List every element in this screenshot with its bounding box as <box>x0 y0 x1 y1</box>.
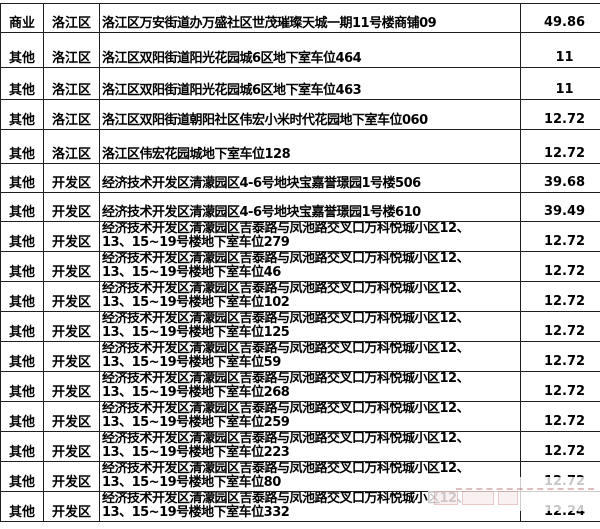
cell-district[interactable]: 洛江区 <box>43 32 100 68</box>
cell-address[interactable]: 经济技术开发区清濛园区吉泰路与凤池路交叉口万科悦城小区12、 13、15~19号… <box>99 401 521 432</box>
cell-category[interactable]: 其他 <box>0 221 44 252</box>
cell-area[interactable]: 12.72 <box>520 431 600 462</box>
cell-category[interactable]: 其他 <box>0 192 44 222</box>
cell-address[interactable]: 经济技术开发区清濛园区4-6号地块宝嘉誉璟园1号楼610 <box>99 192 521 222</box>
cell-district[interactable]: 洛江区 <box>43 3 100 33</box>
table-row: 其他 开发区 经济技术开发区清濛园区4-6号地块宝嘉誉璟园1号楼506 39.68 <box>0 163 600 193</box>
cell-area[interactable]: 11 <box>520 32 600 68</box>
cell-address[interactable]: 经济技术开发区清濛园区吉泰路与凤池路交叉口万科悦城小区12、 13、15~19号… <box>99 491 521 522</box>
cell-address[interactable]: 洛江区双阳街道朝阳社区伟宏小米时代花园地下室车位060 <box>99 99 521 130</box>
cell-address[interactable]: 经济技术开发区清濛园区吉泰路与凤池路交叉口万科悦城小区12、 13、15~19号… <box>99 371 521 402</box>
cell-district[interactable]: 开发区 <box>43 371 100 402</box>
cell-category[interactable]: 其他 <box>0 99 44 130</box>
cell-category[interactable]: 其他 <box>0 401 44 432</box>
cell-area[interactable]: 12.72 <box>520 461 600 492</box>
table-row: 其他 开发区 经济技术开发区清濛园区吉泰路与凤池路交叉口万科悦城小区12、 13、1… <box>0 461 600 492</box>
cell-district[interactable]: 洛江区 <box>43 99 100 130</box>
cell-address[interactable]: 经济技术开发区清濛园区吉泰路与凤池路交叉口万科悦城小区12、 13、15~19号… <box>99 341 521 372</box>
cell-district[interactable]: 开发区 <box>43 311 100 342</box>
cell-category[interactable]: 商业 <box>0 3 44 33</box>
table-row: 其他 开发区 经济技术开发区清濛园区吉泰路与凤池路交叉口万科悦城小区12、 13、1… <box>0 341 600 372</box>
cell-district[interactable]: 开发区 <box>43 401 100 432</box>
cell-address[interactable]: 经济技术开发区清濛园区4-6号地块宝嘉誉璟园1号楼506 <box>99 163 521 193</box>
table-row: 其他 开发区 经济技术开发区清濛园区吉泰路与凤池路交叉口万科悦城小区12、 13、1… <box>0 311 600 342</box>
cell-category[interactable]: 其他 <box>0 67 44 100</box>
cell-district[interactable]: 开发区 <box>43 461 100 492</box>
cell-area[interactable]: 12.72 <box>520 129 600 164</box>
property-table-body: 商业 洛江区 洛江区万安街道办万盛社区世茂璀璨天城一期11号楼商铺09 49.86 其他… <box>0 3 600 522</box>
table-row: 其他 开发区 经济技术开发区清濛园区吉泰路与凤池路交叉口万科悦城小区12、 13、1… <box>0 401 600 432</box>
cell-area[interactable]: 11 <box>520 67 600 100</box>
table-row: 其他 开发区 经济技术开发区清濛园区吉泰路与凤池路交叉口万科悦城小区12、 13、1… <box>0 371 600 402</box>
table-row: 其他 开发区 经济技术开发区清濛园区4-6号地块宝嘉誉璟园1号楼610 39.49 <box>0 192 600 222</box>
cell-area[interactable]: 12.24 <box>520 491 600 522</box>
cell-district[interactable]: 开发区 <box>43 491 100 522</box>
cell-area[interactable]: 12.72 <box>520 401 600 432</box>
table-row: 其他 洛江区 洛江区双阳街道阳光花园城6区地下室车位464 11 <box>0 32 600 68</box>
cell-area[interactable]: 12.72 <box>520 251 600 282</box>
cell-district[interactable]: 开发区 <box>43 192 100 222</box>
cell-district[interactable]: 开发区 <box>43 251 100 282</box>
cell-area[interactable]: 12.72 <box>520 281 600 312</box>
cell-category[interactable]: 其他 <box>0 431 44 462</box>
cell-area[interactable]: 49.86 <box>520 3 600 33</box>
cell-district[interactable]: 开发区 <box>43 163 100 193</box>
cell-district[interactable]: 开发区 <box>43 341 100 372</box>
cell-area[interactable]: 12.72 <box>520 371 600 402</box>
cell-area[interactable]: 12.72 <box>520 221 600 252</box>
cell-area[interactable]: 39.49 <box>520 192 600 222</box>
cell-area[interactable]: 12.72 <box>520 341 600 372</box>
cell-district[interactable]: 开发区 <box>43 431 100 462</box>
cell-category[interactable]: 其他 <box>0 32 44 68</box>
cell-district[interactable]: 开发区 <box>43 221 100 252</box>
cell-address[interactable]: 洛江区万安街道办万盛社区世茂璀璨天城一期11号楼商铺09 <box>99 3 521 33</box>
cell-address[interactable]: 洛江区伟宏花园城地下室车位128 <box>99 129 521 164</box>
cell-category[interactable]: 其他 <box>0 251 44 282</box>
cell-address[interactable]: 经济技术开发区清濛园区吉泰路与凤池路交叉口万科悦城小区12、 13、15~19号… <box>99 311 521 342</box>
cell-category[interactable]: 其他 <box>0 129 44 164</box>
cell-address[interactable]: 经济技术开发区清濛园区吉泰路与凤池路交叉口万科悦城小区12、 13、15~19号… <box>99 221 521 252</box>
cell-district[interactable]: 洛江区 <box>43 67 100 100</box>
cell-category[interactable]: 其他 <box>0 163 44 193</box>
cell-address[interactable]: 经济技术开发区清濛园区吉泰路与凤池路交叉口万科悦城小区12、 13、15~19号… <box>99 461 521 492</box>
cell-address[interactable]: 经济技术开发区清濛园区吉泰路与凤池路交叉口万科悦城小区12、 13、15~19号… <box>99 251 521 282</box>
table-row: 其他 开发区 经济技术开发区清濛园区吉泰路与凤池路交叉口万科悦城小区12、 13、1… <box>0 221 600 252</box>
cell-category[interactable]: 其他 <box>0 461 44 492</box>
cell-category[interactable]: 其他 <box>0 371 44 402</box>
cell-district[interactable]: 洛江区 <box>43 129 100 164</box>
property-table: 商业 洛江区 洛江区万安街道办万盛社区世茂璀璨天城一期11号楼商铺09 49.86 其他… <box>0 3 600 522</box>
cell-address[interactable]: 经济技术开发区清濛园区吉泰路与凤池路交叉口万科悦城小区12、 13、15~19号… <box>99 431 521 462</box>
table-row: 其他 开发区 经济技术开发区清濛园区吉泰路与凤池路交叉口万科悦城小区12、 13、1… <box>0 431 600 462</box>
cell-category[interactable]: 其他 <box>0 341 44 372</box>
cell-category[interactable]: 其他 <box>0 311 44 342</box>
table-row: 其他 开发区 经济技术开发区清濛园区吉泰路与凤池路交叉口万科悦城小区12、 13、1… <box>0 251 600 282</box>
table-row: 其他 开发区 经济技术开发区清濛园区吉泰路与凤池路交叉口万科悦城小区12、 13、1… <box>0 281 600 312</box>
table-row: 其他 洛江区 洛江区双阳街道阳光花园城6区地下室车位463 11 <box>0 67 600 100</box>
table-row: 商业 洛江区 洛江区万安街道办万盛社区世茂璀璨天城一期11号楼商铺09 49.86 <box>0 3 600 33</box>
cell-address[interactable]: 洛江区双阳街道阳光花园城6区地下室车位463 <box>99 67 521 100</box>
cell-category[interactable]: 其他 <box>0 281 44 312</box>
cell-district[interactable]: 开发区 <box>43 281 100 312</box>
cell-category[interactable]: 其他 <box>0 491 44 522</box>
table-row: 其他 洛江区 洛江区双阳街道朝阳社区伟宏小米时代花园地下室车位060 12.72 <box>0 99 600 130</box>
table-row: 其他 洛江区 洛江区伟宏花园城地下室车位128 12.72 <box>0 129 600 164</box>
cell-address[interactable]: 洛江区双阳街道阳光花园城6区地下室车位464 <box>99 32 521 68</box>
cell-area[interactable]: 12.72 <box>520 311 600 342</box>
table-row: 其他 开发区 经济技术开发区清濛园区吉泰路与凤池路交叉口万科悦城小区12、 13、1… <box>0 491 600 522</box>
cell-address[interactable]: 经济技术开发区清濛园区吉泰路与凤池路交叉口万科悦城小区12、 13、15~19号… <box>99 281 521 312</box>
cell-area[interactable]: 12.72 <box>520 99 600 130</box>
cell-area[interactable]: 39.68 <box>520 163 600 193</box>
